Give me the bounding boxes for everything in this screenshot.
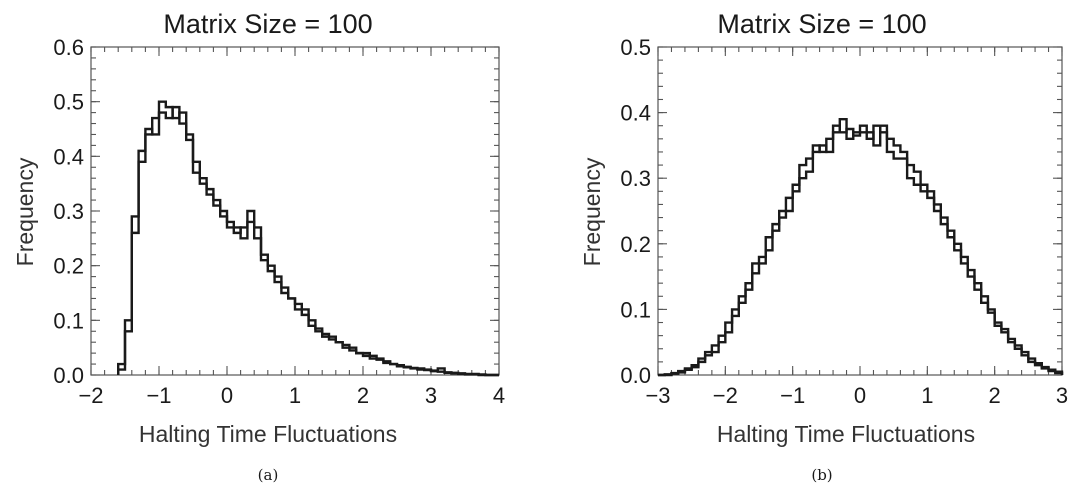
- x-tick-label-b: 0: [854, 383, 866, 408]
- x-axis-label-a: Halting Time Fluctuations: [139, 421, 397, 447]
- chart-title-a: Matrix Size = 100: [163, 9, 372, 39]
- x-tick-label-b: −3: [645, 383, 670, 408]
- y-tick-label-b: 0.1: [620, 297, 651, 322]
- y-tick-label-a: 0.4: [53, 144, 84, 169]
- x-tick-label-b: −1: [780, 383, 805, 408]
- axes-b: −3 −2 −1 0 1 2 3 0.0 0.1 0.2 0.3 0.4 0.5: [620, 35, 1068, 408]
- chart-panel-b: Matrix Size = 100 −3 −2 −1 0 1 2 3 0.0 0.1 0.2 0.3…: [579, 9, 1068, 484]
- y-tick-label-a: 0.3: [53, 199, 84, 224]
- y-axis-label-a: Frequency: [12, 157, 38, 266]
- caption-b: (b): [811, 466, 832, 484]
- chart-panel-a: Matrix Size = 100 −2 −1 0 1 2 3 4 0.0 0.1 0.2 0.3 0…: [12, 9, 505, 484]
- histogram-line-a-1: [117, 105, 499, 377]
- x-tick-label-a: 2: [357, 383, 369, 408]
- x-tick-label-b: 3: [1056, 383, 1068, 408]
- x-tick-label-b: 2: [989, 383, 1001, 408]
- x-tick-label-b: −2: [713, 383, 738, 408]
- axes-a: −2 −1 0 1 2 3 4 0.0 0.1 0.2 0.3 0.4 0.5 0.6: [53, 35, 505, 408]
- y-tick-label-b: 0.5: [620, 35, 651, 60]
- y-tick-label-a: 0.2: [53, 254, 84, 279]
- x-tick-label-a: −1: [146, 383, 171, 408]
- histogram-line-a-2: [117, 100, 499, 377]
- x-axis-label-b: Halting Time Fluctuations: [717, 421, 975, 447]
- y-tick-label-a: 0.1: [53, 308, 84, 333]
- caption-a: (a): [258, 466, 279, 484]
- plot-frame-a: [90, 46, 500, 376]
- x-tick-label-a: 3: [425, 383, 437, 408]
- y-tick-label-a: 0.5: [53, 90, 84, 115]
- y-tick-label-a: 0.0: [53, 363, 84, 388]
- y-tick-label-b: 0.4: [620, 101, 651, 126]
- histogram-series-b: [658, 117, 1064, 377]
- histogram-series-a: [117, 100, 499, 377]
- y-tick-label-b: 0.3: [620, 166, 651, 191]
- x-tick-label-a: 0: [221, 383, 233, 408]
- y-tick-label-a: 0.6: [53, 35, 84, 60]
- x-tick-label-a: 1: [289, 383, 301, 408]
- x-tick-label-a: −2: [78, 383, 103, 408]
- y-tick-label-b: 0.0: [620, 363, 651, 388]
- chart-title-b: Matrix Size = 100: [717, 9, 926, 39]
- histogram-line-b-2: [658, 124, 1064, 377]
- x-tick-label-a: 4: [493, 383, 505, 408]
- y-tick-label-b: 0.2: [620, 232, 651, 257]
- x-tick-label-b: 1: [921, 383, 933, 408]
- y-axis-label-b: Frequency: [579, 157, 605, 266]
